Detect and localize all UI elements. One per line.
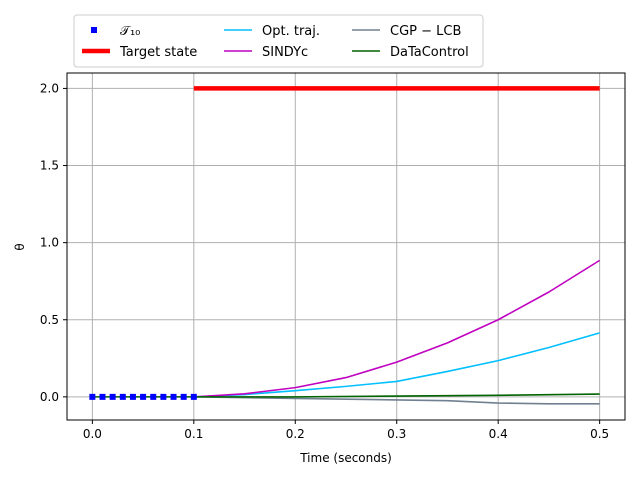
x-tick-label: 0.3 — [387, 427, 406, 441]
series-marker — [119, 393, 126, 400]
y-tick-label: 0.5 — [40, 313, 59, 327]
series-marker — [89, 393, 96, 400]
legend-label: Opt. traj. — [262, 24, 320, 39]
series-line-datacontrol — [92, 393, 600, 398]
x-tick-label: 0.2 — [286, 427, 305, 441]
legend-entry: DaTaControl — [352, 45, 469, 60]
series-marker — [180, 393, 187, 400]
x-axis-label: Time (seconds) — [299, 451, 392, 465]
series-line-cgp-lcb — [193, 396, 600, 405]
legend-entry: Target state — [82, 45, 197, 60]
y-axis-label: θ — [13, 243, 27, 250]
series-marker — [150, 393, 157, 400]
x-tick-label: 0.0 — [83, 427, 102, 441]
legend-frame — [73, 14, 484, 68]
series-marker — [129, 393, 136, 400]
y-tick-label: 1.0 — [40, 236, 59, 250]
series-line-sindyc — [193, 259, 601, 398]
series-marker — [170, 393, 177, 400]
ticks: 0.0 0.1 0.2 0.3 0.4 0.5 0.0 0.5 1.0 1.5 2.0 — [40, 81, 609, 441]
legend-marker — [91, 27, 97, 33]
x-tick-label: 0.5 — [590, 427, 609, 441]
series-marker — [99, 393, 106, 400]
legend-label: Target state — [119, 45, 197, 60]
series-marker — [160, 393, 167, 400]
plot-area — [67, 73, 625, 420]
plot-frame — [66, 72, 626, 421]
legend-label: SINDYc — [262, 45, 308, 60]
legend-entry: SINDYc — [224, 45, 308, 60]
y-tick-label: 0.0 — [40, 390, 59, 404]
series-group — [89, 86, 601, 405]
series-line-opt-traj — [193, 332, 600, 398]
y-tick-label: 1.5 — [40, 159, 59, 173]
series-marker — [109, 393, 116, 400]
legend-label: CGP − LCB — [390, 24, 461, 39]
y-tick-label: 2.0 — [40, 81, 59, 95]
series-marker — [140, 393, 147, 400]
legend-label: 𝒯₁₀ — [120, 24, 140, 39]
x-tick-label: 0.1 — [184, 427, 203, 441]
legend-entry: 𝒯₁₀ — [91, 24, 140, 39]
legend-entry: Opt. traj. — [224, 24, 320, 39]
x-tick-label: 0.4 — [489, 427, 508, 441]
series-marker — [190, 393, 197, 400]
legend-label: DaTaControl — [390, 45, 469, 60]
legend-entry: CGP − LCB — [352, 24, 461, 39]
legend: 𝒯₁₀ Target state Opt. traj. SINDYc CGP − LCB… — [73, 14, 484, 68]
